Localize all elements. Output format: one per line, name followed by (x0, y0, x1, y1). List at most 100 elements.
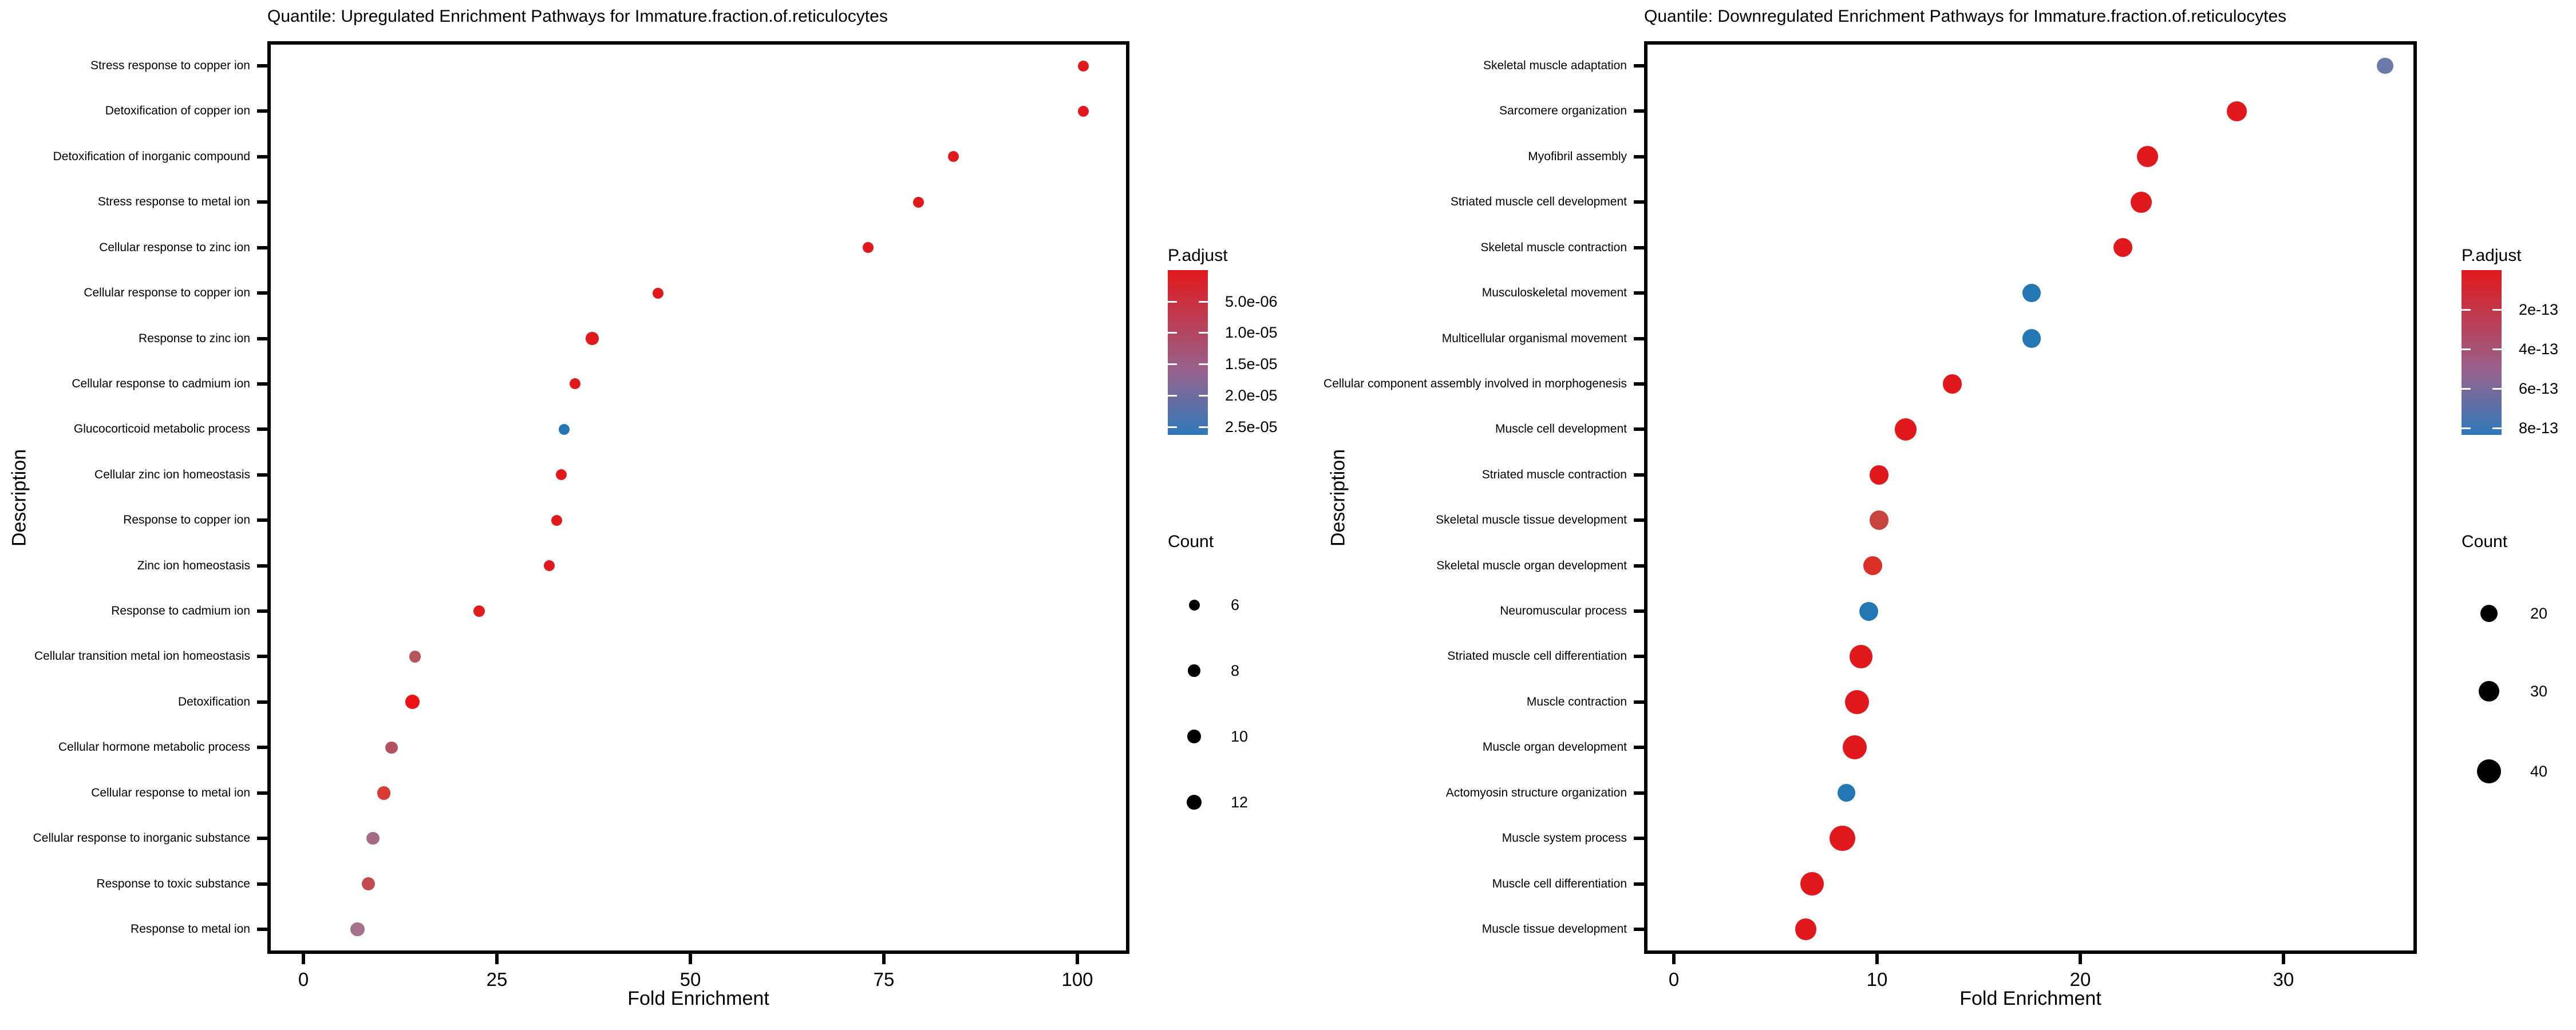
plot-panel (1644, 41, 2417, 954)
padjust-tick-label: 2.5e-05 (1225, 418, 1278, 435)
gradient-tick (1168, 394, 1177, 397)
data-point (377, 786, 391, 800)
count-legend-dot (2480, 605, 2498, 622)
x-tick (689, 954, 692, 964)
data-point (350, 922, 365, 937)
count-legend-dot (1188, 664, 1200, 677)
count-legend-dot (1188, 599, 1200, 611)
count-legend-dot (2477, 759, 2501, 783)
x-tick (1875, 954, 1879, 964)
count-legend-label: 20 (2530, 605, 2548, 622)
padjust-tick-label: 1.0e-05 (1225, 324, 1278, 342)
category-label: Muscle cell development (1495, 422, 1627, 436)
y-tick (257, 655, 267, 659)
y-tick (1634, 746, 1644, 750)
x-tick (495, 954, 499, 964)
plot-panel (267, 41, 1129, 954)
x-tick-label: 30 (2273, 969, 2294, 990)
gradient-tick (1168, 426, 1177, 428)
y-tick (1634, 336, 1644, 340)
y-tick (1634, 609, 1644, 613)
data-point (586, 332, 599, 345)
x-tick-label: 0 (298, 969, 309, 990)
y-tick (1634, 200, 1644, 204)
y-tick (1634, 291, 1644, 295)
data-point (1869, 465, 1889, 485)
y-tick (257, 382, 267, 386)
data-point (1078, 60, 1089, 72)
data-point (2022, 283, 2041, 303)
y-tick (257, 791, 267, 795)
chart-title: Quantile: Upregulated Enrichment Pathway… (267, 7, 888, 26)
y-tick (257, 746, 267, 750)
data-point (555, 469, 567, 481)
padjust-tick-label: 2.0e-05 (1225, 386, 1278, 404)
y-tick (257, 927, 267, 931)
category-label: Response to metal ion (131, 922, 250, 936)
y-tick (257, 427, 267, 431)
x-tick (882, 954, 886, 964)
data-point (1830, 825, 1855, 851)
category-label: Cellular transition metal ion homeostasi… (34, 649, 250, 663)
category-label: Muscle cell differentiation (1492, 877, 1627, 890)
y-tick (257, 109, 267, 113)
gradient-tick (1199, 426, 1208, 428)
category-label: Cellular component assembly involved in … (1323, 377, 1627, 390)
gradient-tick (1199, 363, 1208, 366)
y-tick (257, 837, 267, 841)
count-legend-dot (2479, 681, 2499, 702)
y-tick (1634, 382, 1644, 386)
y-tick (1634, 64, 1644, 68)
data-point (551, 514, 562, 526)
category-label: Stress response to metal ion (97, 195, 250, 209)
category-label: Skeletal muscle tissue development (1436, 513, 1627, 527)
y-tick (1634, 473, 1644, 477)
data-point (652, 287, 663, 299)
category-label: Stress response to copper ion (90, 59, 250, 72)
category-label: Zinc ion homeostasis (137, 558, 250, 572)
data-point (385, 741, 398, 754)
data-point (473, 605, 485, 617)
category-label: Detoxification of inorganic compound (53, 149, 250, 163)
data-point (1942, 374, 1962, 394)
count-legend-label: 30 (2530, 683, 2548, 700)
data-point (2136, 146, 2158, 168)
y-tick (1634, 564, 1644, 568)
category-label: Response to copper ion (123, 513, 250, 527)
category-label: Sarcomere organization (1499, 104, 1627, 118)
data-point (2130, 191, 2152, 213)
category-label: Cellular response to inorganic substance (33, 831, 250, 845)
count-legend-label: 10 (1231, 728, 1249, 745)
data-point (559, 423, 570, 435)
gradient-tick (1168, 300, 1177, 303)
data-point (2377, 57, 2393, 74)
x-tick-label: 100 (1061, 969, 1093, 990)
category-label: Cellular zinc ion homeostasis (94, 468, 250, 481)
y-tick (1634, 154, 1644, 159)
gradient-tick (2492, 427, 2502, 430)
data-point (2113, 237, 2133, 258)
y-tick (257, 882, 267, 886)
category-label: Muscle organ development (1482, 740, 1627, 754)
data-point (1800, 872, 1824, 896)
category-label: Cellular hormone metabolic process (58, 740, 250, 754)
gradient-tick (2462, 348, 2471, 351)
x-tick (2282, 954, 2285, 964)
y-tick (257, 518, 267, 522)
y-tick (1634, 927, 1644, 931)
gradient-tick (1168, 363, 1177, 366)
data-point (1863, 556, 1883, 576)
gradient-tick (2462, 309, 2471, 311)
padjust-tick-label: 2e-13 (2519, 301, 2559, 319)
data-point (570, 378, 581, 390)
x-tick-label: 20 (2069, 969, 2091, 990)
gradient-tick (2492, 388, 2502, 390)
category-label: Glucocorticoid metabolic process (73, 422, 250, 436)
gradient-tick (1168, 332, 1177, 334)
gradient-tick (1199, 394, 1208, 397)
y-tick (1634, 791, 1644, 795)
y-tick (257, 564, 267, 568)
category-label: Muscle tissue development (1481, 922, 1627, 936)
count-legend-label: 8 (1231, 662, 1240, 679)
